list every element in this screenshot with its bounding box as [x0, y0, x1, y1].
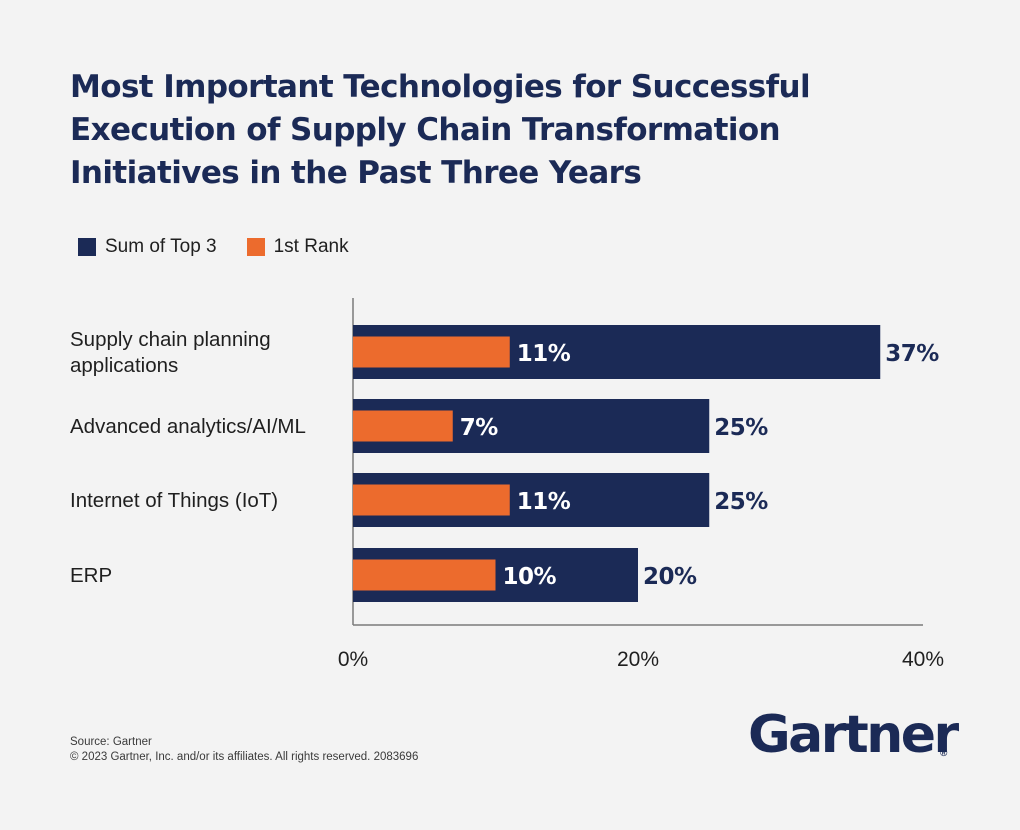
- data-label-first-rank: 7%: [460, 415, 499, 441]
- data-label-first-rank: 11%: [517, 341, 571, 367]
- footer: Source: Gartner © 2023 Gartner, Inc. and…: [70, 735, 418, 765]
- title-line-3: Initiatives in the Past Three Years: [70, 155, 642, 191]
- data-label-sum-top3: 37%: [885, 341, 939, 367]
- legend-label-first-rank: 1st Rank: [273, 236, 349, 257]
- data-label-sum-top3: 25%: [714, 489, 768, 515]
- legend-swatch-first-rank: [246, 238, 265, 256]
- category-label: applications: [70, 354, 178, 377]
- copyright-note: © 2023 Gartner, Inc. and/or its affiliat…: [70, 751, 419, 763]
- x-tick-label: 40%: [902, 648, 944, 671]
- category-label: Supply chain planning: [70, 328, 271, 351]
- x-tick-label: 0%: [338, 648, 368, 671]
- data-label-first-rank: 10%: [503, 564, 557, 590]
- source-note: Source: Gartner: [70, 736, 152, 748]
- gartner-logo: Gartner: [748, 705, 959, 765]
- bar-first-rank: [353, 559, 496, 591]
- bar-first-rank: [353, 484, 510, 516]
- category-label: Internet of Things (IoT): [70, 489, 278, 512]
- category-label: Advanced analytics/AI/ML: [70, 415, 306, 438]
- bar-chart: 0% 20% 40% Supply chain planning application…: [70, 298, 944, 671]
- registered-mark: ®: [940, 748, 948, 759]
- chart-title: Most Important Technologies for Successf…: [70, 66, 970, 195]
- title-line-1: Most Important Technologies for Successf…: [70, 69, 811, 105]
- x-tick-label: 20%: [617, 648, 659, 671]
- data-label-sum-top3: 25%: [714, 415, 768, 441]
- category-label: ERP: [70, 564, 112, 587]
- legend-item-sum-top3: Sum of Top 3: [78, 236, 217, 258]
- bar-first-rank: [353, 410, 453, 442]
- legend-label-sum-top3: Sum of Top 3: [105, 236, 217, 257]
- data-label-sum-top3: 20%: [643, 564, 697, 590]
- legend-item-first-rank: 1st Rank: [246, 236, 349, 258]
- title-line-2: Execution of Supply Chain Transformation: [70, 112, 781, 148]
- data-label-first-rank: 11%: [517, 489, 571, 515]
- legend: Sum of Top 3 1st Rank: [78, 236, 379, 258]
- legend-swatch-sum-top3: [78, 238, 96, 256]
- bar-first-rank: [353, 336, 510, 368]
